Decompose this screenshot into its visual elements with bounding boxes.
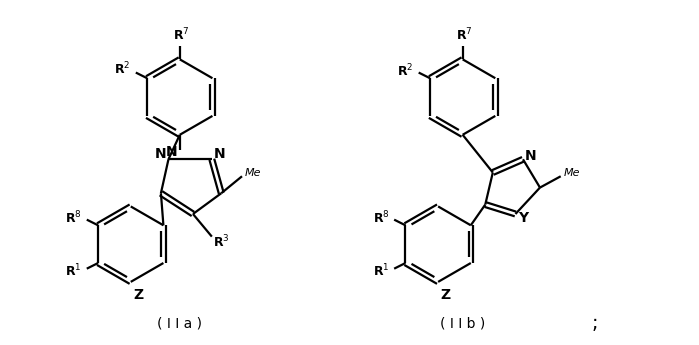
Text: R$^7$: R$^7$ [456, 27, 473, 43]
Text: Y: Y [518, 211, 528, 225]
Text: R$^7$: R$^7$ [173, 27, 190, 43]
Text: Me: Me [245, 168, 261, 177]
Text: R$^1$: R$^1$ [65, 262, 82, 279]
Text: Z: Z [440, 288, 451, 302]
Text: Me: Me [564, 168, 580, 177]
Text: R$^2$: R$^2$ [397, 62, 414, 79]
Text: ;: ; [591, 314, 598, 333]
Text: N: N [525, 149, 536, 162]
Text: Z: Z [134, 288, 143, 302]
Text: R$^3$: R$^3$ [213, 234, 229, 250]
Text: R$^2$: R$^2$ [115, 60, 131, 77]
Text: ( I I a ): ( I I a ) [157, 316, 202, 331]
Text: N: N [214, 147, 225, 161]
Text: R$^8$: R$^8$ [373, 209, 389, 226]
Text: R$^8$: R$^8$ [65, 209, 82, 226]
Text: N: N [155, 147, 167, 161]
Text: ( I I b ): ( I I b ) [440, 316, 485, 331]
Text: R$^1$: R$^1$ [373, 262, 389, 279]
Text: N: N [166, 145, 178, 159]
